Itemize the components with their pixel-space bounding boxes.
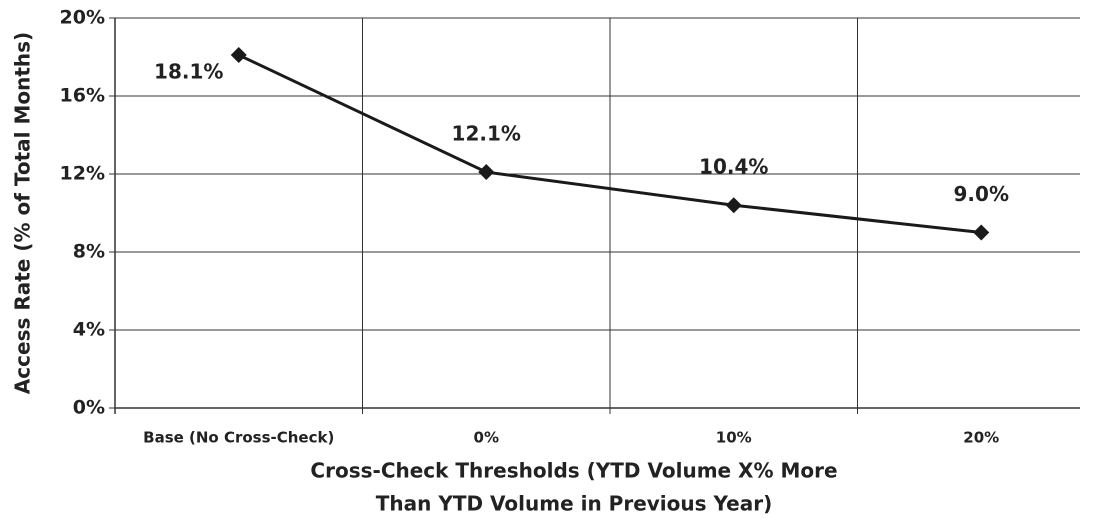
y-tick-label: 0% [73, 397, 105, 419]
data-label: 10.4% [699, 155, 768, 179]
data-point [478, 164, 495, 181]
y-tick-label: 16% [60, 85, 105, 107]
x-tick-label: Base (No Cross-Check) [143, 429, 334, 447]
y-tick-label: 20% [60, 7, 105, 29]
x-tick-label: 0% [474, 429, 499, 447]
data-label: 9.0% [954, 182, 1009, 206]
x-tick-label: 10% [716, 429, 752, 447]
y-tick-label: 8% [73, 241, 105, 263]
x-tick-label: 20% [963, 429, 999, 447]
x-axis-title: Cross-Check Thresholds (YTD Volume X% Mo… [310, 459, 837, 483]
y-tick-label: 4% [73, 319, 105, 341]
data-point [725, 197, 742, 214]
data-point [973, 224, 990, 241]
y-tick-label: 12% [60, 163, 105, 185]
data-label: 18.1% [154, 60, 223, 84]
data-label: 12.1% [452, 122, 521, 146]
x-axis-title: Than YTD Volume in Previous Year) [376, 492, 772, 516]
data-point [230, 47, 247, 64]
y-axis-title: Access Rate (% of Total Months) [11, 32, 35, 394]
data-line [238, 53, 982, 234]
